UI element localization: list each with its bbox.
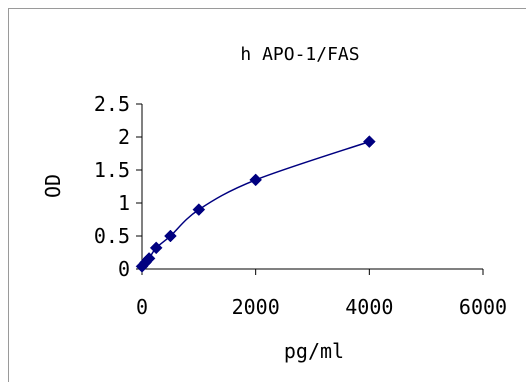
y-tick-label: 1.5	[94, 158, 130, 182]
y-tick-label: 2.5	[94, 92, 130, 116]
y-tick-label: 0	[118, 257, 130, 281]
data-point	[362, 135, 376, 148]
data-point	[249, 173, 263, 187]
series-group	[135, 135, 376, 273]
x-tick-label: 0	[136, 295, 148, 319]
chart-frame	[8, 8, 526, 382]
x-axis-title: pg/ml	[284, 339, 344, 363]
x-tick-label: 2000	[232, 295, 280, 319]
y-tick-label: 0.5	[94, 224, 130, 248]
data-point	[149, 241, 163, 255]
y-tick-label: 2	[118, 125, 130, 149]
data-point	[164, 229, 177, 243]
y-axis-title: OD	[41, 174, 65, 198]
x-axis: 0 2000 4000 6000	[136, 268, 507, 319]
chart-title: h APO-1/FAS	[240, 44, 359, 65]
data-point	[142, 252, 156, 265]
y-tick-label: 1	[118, 191, 130, 215]
x-tick-label: 6000	[459, 295, 507, 319]
series-line	[141, 140, 370, 267]
data-point	[192, 203, 206, 216]
x-tick-label: 4000	[345, 295, 393, 319]
y-axis: 0 0.5 1 1.5 2 2.5	[94, 92, 143, 281]
